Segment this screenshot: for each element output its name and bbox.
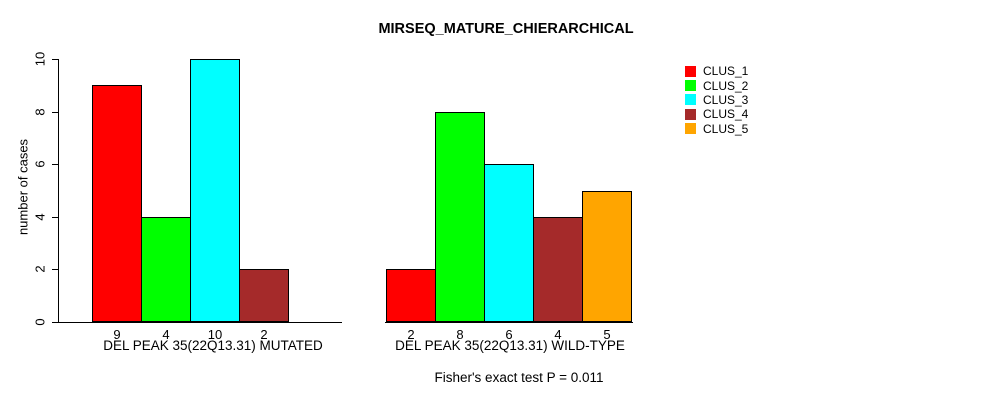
- y-axis-tick-label: 6: [32, 160, 48, 168]
- y-axis-tick: [52, 164, 58, 166]
- bar-clus-4-wild-type: [533, 216, 583, 322]
- bar-clus-4-mutated: [239, 269, 289, 322]
- y-axis-tick: [52, 216, 58, 218]
- legend-swatch: [685, 80, 696, 92]
- y-axis-tick-label: 2: [32, 265, 48, 274]
- y-axis-tick-label: 10: [32, 51, 48, 67]
- legend-item: CLUS_2: [685, 78, 749, 93]
- legend-swatch: [685, 94, 696, 106]
- bar-value-label: 2: [407, 327, 415, 342]
- y-axis-tick: [52, 322, 58, 323]
- bar-clus-3-wild-type: [484, 164, 534, 322]
- bar-clus-2-wild-type: [435, 111, 485, 322]
- y-axis-label: number of cases: [15, 138, 31, 236]
- y-axis-tick: [52, 269, 58, 271]
- legend-item: CLUS_5: [685, 122, 748, 136]
- legend-item: CLUS_1: [685, 64, 748, 78]
- legend-label: CLUS_4: [703, 107, 749, 122]
- bar-value-label: 2: [260, 327, 268, 342]
- y-axis-tick: [52, 111, 58, 113]
- legend-item: CLUS_3: [685, 93, 748, 107]
- bar-value-label: 6: [505, 327, 513, 342]
- bar-value-label: 9: [113, 327, 121, 342]
- fisher-test-annotation: Fisher's exact test P = 0.011: [434, 370, 604, 385]
- bar-value-label: 10: [207, 327, 223, 342]
- x-axis-line-group-0: [58, 322, 342, 323]
- legend-item: CLUS_4: [685, 107, 748, 121]
- bar-clus-2-mutated: [141, 216, 191, 322]
- bar-clus-1-wild-type: [386, 269, 436, 322]
- y-axis-tick-label: 8: [32, 107, 48, 116]
- x-group-label-mutated: DEL PEAK 35(22Q13.31) MUTATED: [103, 338, 323, 353]
- legend-swatch: [685, 123, 696, 135]
- y-axis-tick-label: 0: [32, 318, 48, 326]
- chart-title: MIRSEQ_MATURE_CHIERARCHICAL: [378, 21, 634, 37]
- x-group-label-wild-type: DEL PEAK 35(22Q13.31) WILD-TYPE: [395, 338, 625, 353]
- bar-clus-3-mutated: [190, 59, 240, 322]
- bar-value-label: 4: [162, 327, 170, 342]
- y-axis-tick-label: 4: [32, 213, 48, 221]
- legend-label: CLUS_5: [703, 121, 749, 136]
- legend-label: CLUS_1: [703, 64, 749, 79]
- legend-label: CLUS_3: [703, 92, 749, 107]
- bar-clus-1-mutated: [92, 85, 142, 322]
- bar-value-label: 8: [456, 327, 464, 342]
- bar-value-label: 4: [554, 327, 562, 342]
- legend: CLUS_1 CLUS_2 CLUS_3 CLUS_4 CLUS_5: [685, 64, 748, 136]
- bar-value-label: 5: [603, 327, 611, 342]
- bar-clus-5-wild-type: [582, 190, 632, 322]
- y-axis-tick: [52, 59, 58, 60]
- legend-swatch: [685, 65, 696, 77]
- legend-swatch: [685, 108, 696, 120]
- y-axis-line: [58, 59, 59, 323]
- x-axis-line-group-1: [385, 322, 633, 323]
- legend-label: CLUS_2: [703, 78, 749, 93]
